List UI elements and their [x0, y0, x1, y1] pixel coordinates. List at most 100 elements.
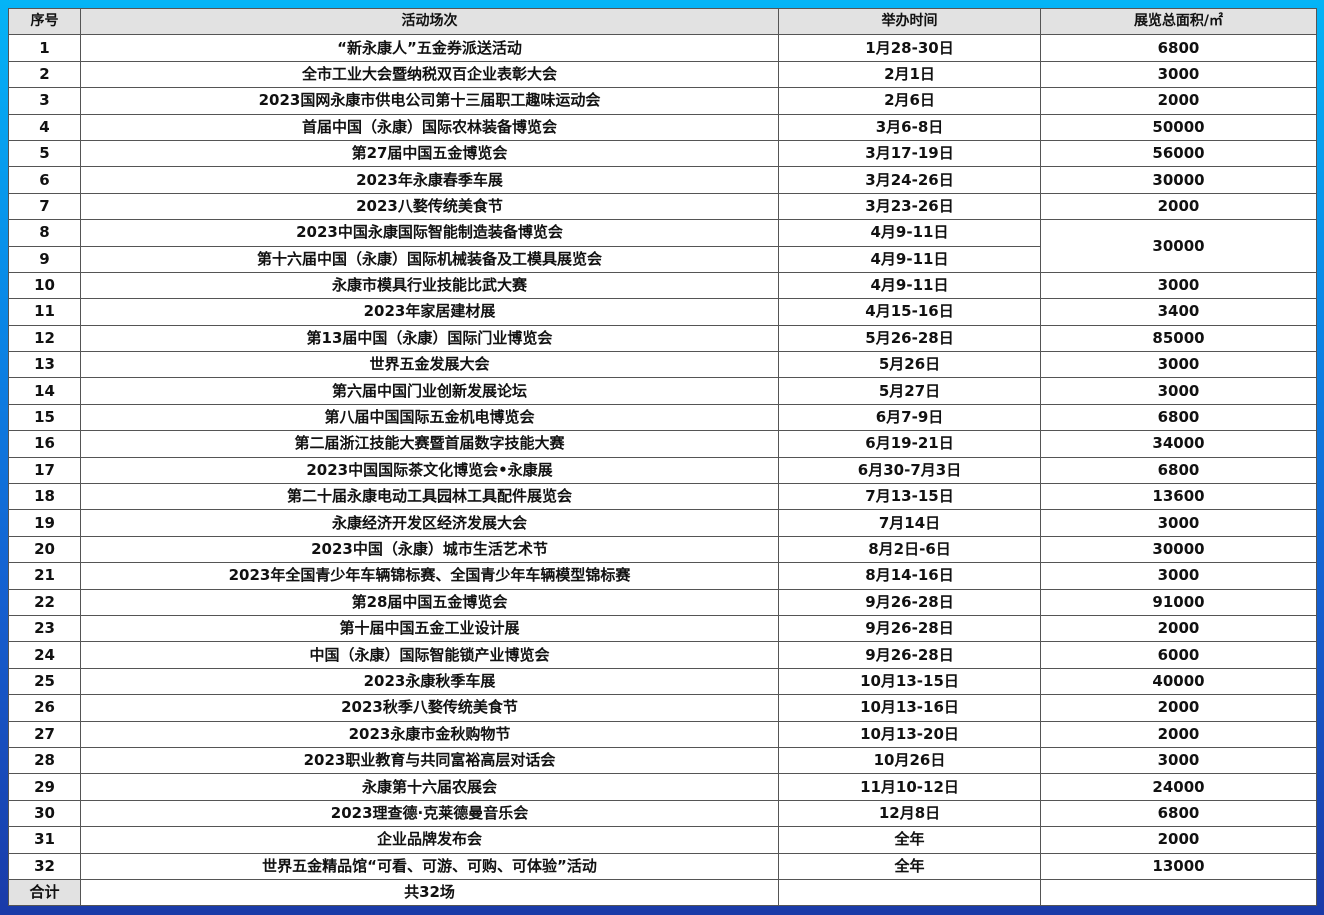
- header-no: 序号: [8, 7, 81, 36]
- cell-area: 2000: [1040, 694, 1317, 722]
- cell-area: 6000: [1040, 641, 1317, 669]
- cell-area: 2000: [1040, 614, 1317, 643]
- cell-area: 24000: [1040, 773, 1317, 801]
- table-row: 5 第27届中国五金博览会 3月17-19日 56000: [8, 139, 1317, 168]
- cell-no: 9: [8, 245, 81, 273]
- cell-no: 7: [8, 192, 81, 221]
- cell-no: 27: [8, 720, 81, 748]
- cell-event: 2023中国（永康）城市生活艺术节: [80, 535, 779, 564]
- cell-time: 6月30-7月3日: [778, 456, 1041, 485]
- cell-time: 2月1日: [778, 60, 1041, 89]
- cell-time: 11月10-12日: [778, 773, 1041, 801]
- cell-area: 56000: [1040, 139, 1317, 168]
- table-row: 20 2023中国（永康）城市生活艺术节 8月2日-6日 30000: [8, 535, 1317, 564]
- cell-area: 6800: [1040, 403, 1317, 432]
- cell-area: 40000: [1040, 667, 1317, 696]
- cell-event: 第八届中国国际五金机电博览会: [80, 403, 779, 432]
- cell-event: 世界五金精品馆“可看、可游、可购、可体验”活动: [80, 852, 779, 880]
- header-event: 活动场次: [80, 7, 779, 36]
- cell-time: 10月13-16日: [778, 694, 1041, 722]
- cell-time: 12月8日: [778, 799, 1041, 828]
- cell-event: 首届中国（永康）国际农林装备博览会: [80, 113, 779, 141]
- cell-no: 12: [8, 324, 81, 353]
- cell-time: 3月17-19日: [778, 139, 1041, 168]
- table-row: 19 永康经济开发区经济发展大会 7月14日 3000: [8, 509, 1317, 537]
- cell-time: 全年: [778, 826, 1041, 854]
- cell-time: 2月6日: [778, 87, 1041, 115]
- table-row: 26 2023秋季八婺传统美食节 10月13-16日 2000: [8, 694, 1317, 722]
- cell-event: 2023职业教育与共同富裕高层对话会: [80, 746, 779, 775]
- cell-time: 10月13-15日: [778, 667, 1041, 696]
- cell-event: 2023理查德·克莱德曼音乐会: [80, 799, 779, 828]
- table-row: 4 首届中国（永康）国际农林装备博览会 3月6-8日 50000: [8, 113, 1317, 141]
- cell-time: 8月14-16日: [778, 562, 1041, 590]
- cell-event: 2023年家居建材展: [80, 298, 779, 326]
- cell-time: 9月26-28日: [778, 614, 1041, 643]
- cell-area: 2000: [1040, 87, 1317, 115]
- table-row: 15 第八届中国国际五金机电博览会 6月7-9日 6800: [8, 403, 1317, 432]
- cell-event: 2023年永康春季车展: [80, 166, 779, 194]
- cell-event: 第27届中国五金博览会: [80, 139, 779, 168]
- cell-no: 25: [8, 667, 81, 696]
- cell-area: 13000: [1040, 852, 1317, 880]
- table-row: 17 2023中国国际茶文化博览会•永康展 6月30-7月3日 6800: [8, 456, 1317, 485]
- cell-area: 6800: [1040, 34, 1317, 62]
- cell-time: 10月26日: [778, 746, 1041, 775]
- cell-time: 1月28-30日: [778, 34, 1041, 62]
- cell-event: “新永康人”五金券派送活动: [80, 34, 779, 62]
- cell-area: 3000: [1040, 351, 1317, 379]
- cell-area: 3400: [1040, 298, 1317, 326]
- cell-event: 2023国网永康市供电公司第十三届职工趣味运动会: [80, 87, 779, 115]
- table-row: 16 第二届浙江技能大赛暨首届数字技能大赛 6月19-21日 34000: [8, 430, 1317, 458]
- cell-no: 16: [8, 430, 81, 458]
- cell-time: 3月24-26日: [778, 166, 1041, 194]
- cell-no: 26: [8, 694, 81, 722]
- cell-event: 永康经济开发区经济发展大会: [80, 509, 779, 537]
- cell-area: 91000: [1040, 588, 1317, 616]
- cell-no: 17: [8, 456, 81, 485]
- cell-time: 5月26日: [778, 351, 1041, 379]
- cell-event: 第28届中国五金博览会: [80, 588, 779, 616]
- cell-no: 28: [8, 746, 81, 775]
- cell-no: 4: [8, 113, 81, 141]
- total-row: 合计 共32场: [8, 878, 1317, 907]
- cell-event: 永康第十六届农展会: [80, 773, 779, 801]
- cell-no: 13: [8, 351, 81, 379]
- table-row: 23 第十届中国五金工业设计展 9月26-28日 2000: [8, 614, 1317, 643]
- total-time: [778, 878, 1041, 907]
- cell-event: 第二十届永康电动工具园林工具配件展览会: [80, 483, 779, 511]
- cell-no: 23: [8, 614, 81, 643]
- table-row: 3 2023国网永康市供电公司第十三届职工趣味运动会 2月6日 2000: [8, 87, 1317, 115]
- cell-area: 34000: [1040, 430, 1317, 458]
- cell-no: 22: [8, 588, 81, 616]
- cell-time: 5月26-28日: [778, 324, 1041, 353]
- cell-no: 1: [8, 34, 81, 62]
- cell-area: 6800: [1040, 456, 1317, 485]
- cell-event: 中国（永康）国际智能锁产业博览会: [80, 641, 779, 669]
- cell-no: 14: [8, 377, 81, 405]
- cell-no: 31: [8, 826, 81, 854]
- cell-no: 29: [8, 773, 81, 801]
- total-event: 共32场: [80, 878, 779, 907]
- header-area: 展览总面积/㎡: [1040, 7, 1317, 36]
- cell-no: 2: [8, 60, 81, 89]
- cell-no: 19: [8, 509, 81, 537]
- table-row: 32 世界五金精品馆“可看、可游、可购、可体验”活动 全年 13000: [8, 852, 1317, 880]
- table-row: 12 第13届中国（永康）国际门业博览会 5月26-28日 85000: [8, 324, 1317, 353]
- cell-time: 全年: [778, 852, 1041, 880]
- table-row: 7 2023八婺传统美食节 3月23-26日 2000: [8, 192, 1317, 221]
- table-row: 11 2023年家居建材展 4月15-16日 3400: [8, 298, 1317, 326]
- cell-time: 4月9-11日: [778, 219, 1041, 247]
- cell-time: 5月27日: [778, 377, 1041, 405]
- cell-time: 7月13-15日: [778, 483, 1041, 511]
- cell-event: 第13届中国（永康）国际门业博览会: [80, 324, 779, 353]
- cell-area: 50000: [1040, 113, 1317, 141]
- cell-area: 85000: [1040, 324, 1317, 353]
- cell-area: 30000: [1040, 219, 1317, 273]
- table-row: 30 2023理查德·克莱德曼音乐会 12月8日 6800: [8, 799, 1317, 828]
- table-row: 29 永康第十六届农展会 11月10-12日 24000: [8, 773, 1317, 801]
- header-row: 序号 活动场次 举办时间 展览总面积/㎡: [8, 7, 1317, 36]
- cell-event: 2023永康市金秋购物节: [80, 720, 779, 748]
- table-row: 27 2023永康市金秋购物节 10月13-20日 2000: [8, 720, 1317, 748]
- cell-time: 4月9-11日: [778, 271, 1041, 300]
